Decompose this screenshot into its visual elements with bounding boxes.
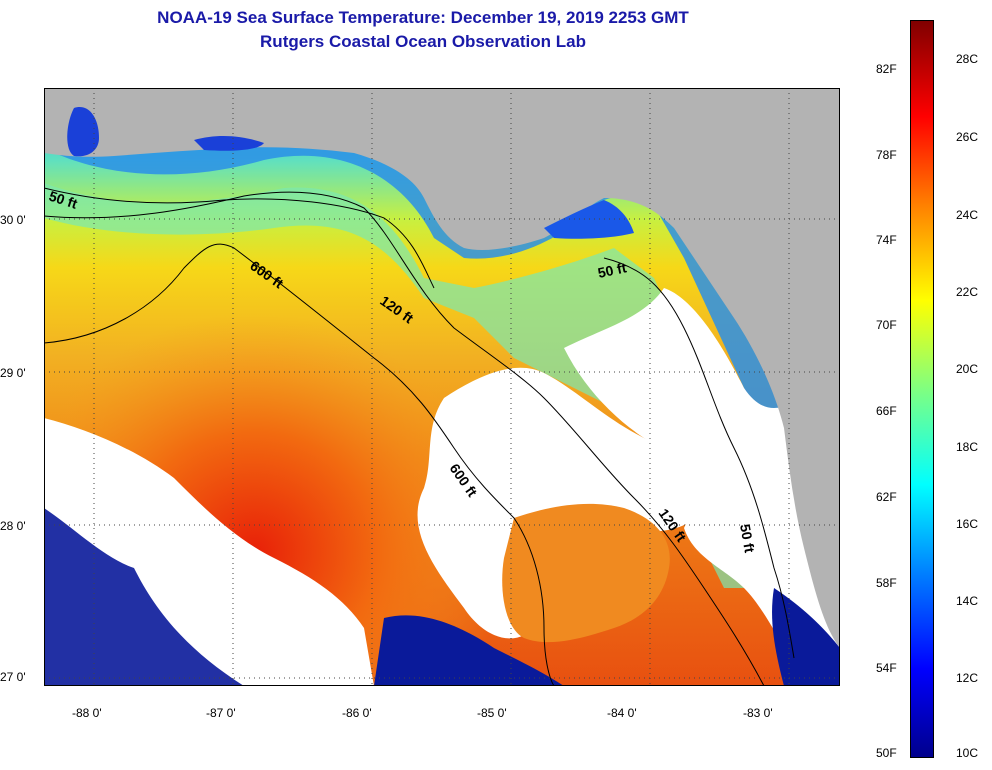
lon-label: -87 0': [206, 706, 236, 720]
colorbar-c-label: 14C: [956, 594, 979, 608]
lon-label: -88 0': [72, 706, 102, 720]
lon-label: -84 0': [607, 706, 637, 720]
colorbar-c-label: 28C: [956, 52, 979, 66]
map-frame: [44, 88, 840, 686]
mobile-bay: [67, 107, 99, 157]
colorbar-c-label: 22C: [956, 285, 979, 299]
cyan-band: [44, 183, 774, 588]
cloud-region-east: [564, 288, 840, 686]
colorbar-f-label: 50F: [876, 746, 897, 760]
contour-120ft: [44, 191, 765, 686]
lon-label: -86 0': [342, 706, 372, 720]
choctawhatchee-bay: [194, 136, 264, 151]
colorbar-f-label: 58F: [876, 576, 897, 590]
cold-water-southwest: [44, 508, 244, 686]
lon-label: -85 0': [477, 706, 507, 720]
colorbar-f-label: 66F: [876, 404, 897, 418]
contour-label: 50 ft: [737, 523, 758, 554]
lat-label: 30 0': [0, 213, 26, 227]
colorbar-f-label: 54F: [876, 661, 897, 675]
colorbar-f-label: 74F: [876, 233, 897, 247]
colorbar-c-label: 20C: [956, 362, 979, 376]
cold-water-southeast: [772, 588, 840, 686]
colorbar-f-label: 78F: [876, 148, 897, 162]
lat-label: 27 0': [0, 670, 26, 684]
contour-50ft-west: [44, 187, 435, 289]
sst-map: 50 ft 600 ft 120 ft 50 ft 600 ft 120 ft …: [44, 88, 840, 686]
colorbar-f-label: 82F: [876, 62, 897, 76]
contour-label: 50 ft: [596, 259, 628, 281]
depth-contours: [44, 187, 795, 686]
land-mass: [44, 88, 840, 648]
colorbar-c-label: 16C: [956, 517, 979, 531]
colorbar-f-label: 70F: [876, 318, 897, 332]
colorbar-f-label: 62F: [876, 490, 897, 504]
cold-water-south: [374, 615, 564, 686]
lon-label: -83 0': [743, 706, 773, 720]
colorbar: [910, 20, 934, 758]
colorbar-c-label: 10C: [956, 746, 979, 760]
colorbar-c-label: 12C: [956, 671, 979, 685]
map-subtitle: Rutgers Coastal Ocean Observation Lab: [260, 32, 586, 51]
contour-600ft: [44, 243, 555, 686]
contour-50ft-east: [603, 257, 795, 659]
cloud-region-center: [417, 367, 697, 639]
lat-label: 28 0': [0, 519, 26, 533]
colorbar-c-label: 26C: [956, 130, 979, 144]
colorbar-c-label: 18C: [956, 440, 979, 454]
lat-label: 29 0': [0, 366, 26, 380]
colorbar-c-label: 24C: [956, 208, 979, 222]
map-title: NOAA-19 Sea Surface Temperature: Decembe…: [157, 8, 689, 27]
orange-patch: [502, 503, 670, 643]
